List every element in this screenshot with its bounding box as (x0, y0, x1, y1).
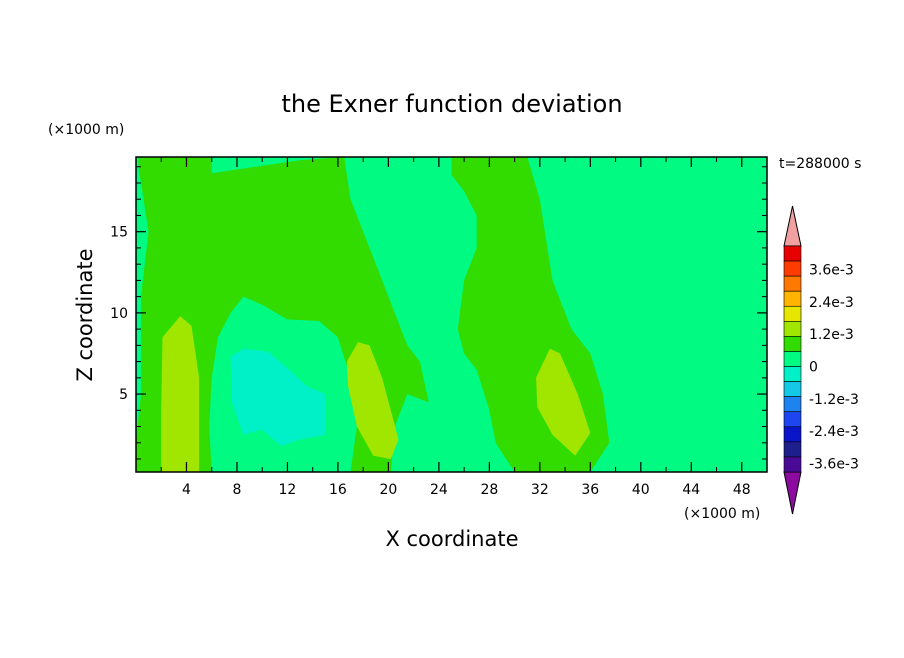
colorbar-band (783, 351, 802, 367)
colorbar-band (783, 275, 802, 292)
x-ticks: 4 8 12 16 20 24 28 32 36 40 44 48 (160, 157, 751, 498)
x-tick-label: 44 (682, 482, 700, 498)
contour-region (346, 342, 399, 459)
colorbar-band (783, 245, 802, 262)
colorbar-over-triangle (783, 205, 802, 247)
x-tick-label: 12 (279, 482, 297, 498)
colorbar-band (783, 426, 802, 443)
chart-title: the Exner function deviation (281, 90, 622, 118)
colorbar-band (783, 456, 802, 473)
y-axis-label: Z coordinate (73, 248, 97, 381)
colorbar-band (783, 396, 802, 413)
x-tick-label: 16 (329, 482, 347, 498)
y-tick-label: 5 (119, 387, 128, 403)
colorbar-tick-label: 3.6e-3 (809, 263, 854, 279)
colorbar-band (783, 441, 802, 458)
colorbar-band (783, 336, 802, 352)
colorbar-under-triangle (783, 471, 802, 515)
x-tick-label: 20 (379, 482, 397, 498)
x-tick-label: 48 (733, 482, 751, 498)
x-tick-label: 32 (531, 482, 549, 498)
x-axis-label: X coordinate (385, 527, 518, 551)
colorbar-tick-label: 1.2e-3 (809, 327, 854, 343)
contour-plot (135, 156, 768, 473)
colorbar-band (783, 366, 802, 382)
colorbar-band (783, 381, 802, 397)
x-tick-label: 28 (480, 482, 498, 498)
y-tick-label: 15 (110, 225, 128, 241)
plot-frame (135, 156, 768, 473)
y-unit-label: (×1000 m) (48, 122, 124, 138)
x-tick-label: 40 (632, 482, 650, 498)
colorbar-tick-label: 0 (809, 360, 818, 376)
x-tick-label: 36 (581, 482, 599, 498)
colorbar-band (783, 321, 802, 337)
contour-region (536, 348, 591, 456)
colorbar-band (783, 411, 802, 428)
time-label: t=288000 s (779, 156, 861, 172)
x-tick-label: 24 (430, 482, 448, 498)
colorbar-tick-label: -3.6e-3 (809, 456, 859, 472)
contour-region (230, 348, 326, 446)
x-tick-label: 8 (232, 482, 241, 498)
x-unit-label: (×1000 m) (684, 506, 760, 522)
colorbar-band (783, 305, 802, 322)
colorbar: 3.6e-3 2.4e-3 1.2e-3 0 -1.2e-3 -2.4e-3 -3.6e-3 (783, 205, 859, 515)
y-ticks: 5 10 15 (110, 166, 767, 460)
colorbar-band (783, 260, 802, 277)
x-tick-label: 4 (182, 482, 191, 498)
y-tick-label: 10 (110, 306, 128, 322)
colorbar-tick-label: -2.4e-3 (809, 424, 859, 440)
colorbar-tick-label: -1.2e-3 (809, 392, 859, 408)
colorbar-band (783, 290, 802, 307)
contour-region (161, 316, 200, 472)
colorbar-tick-label: 2.4e-3 (809, 295, 854, 311)
